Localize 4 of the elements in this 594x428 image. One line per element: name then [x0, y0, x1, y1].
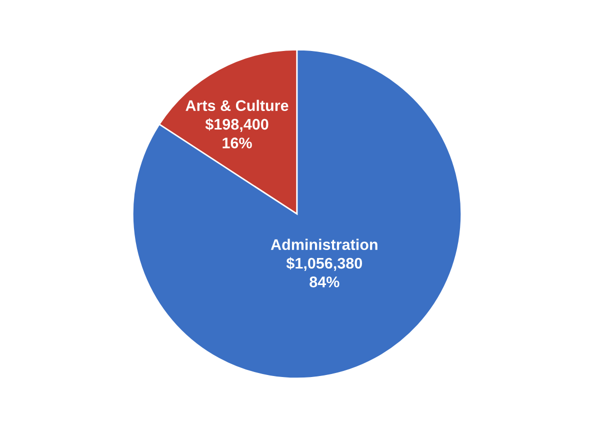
data-label: $1,056,380 84% — [286, 257, 362, 288]
data-label: $198,400 16% — [205, 118, 268, 148]
slice-label: Administration — [270, 238, 378, 250]
slice-label: Arts & Culture — [186, 100, 288, 112]
